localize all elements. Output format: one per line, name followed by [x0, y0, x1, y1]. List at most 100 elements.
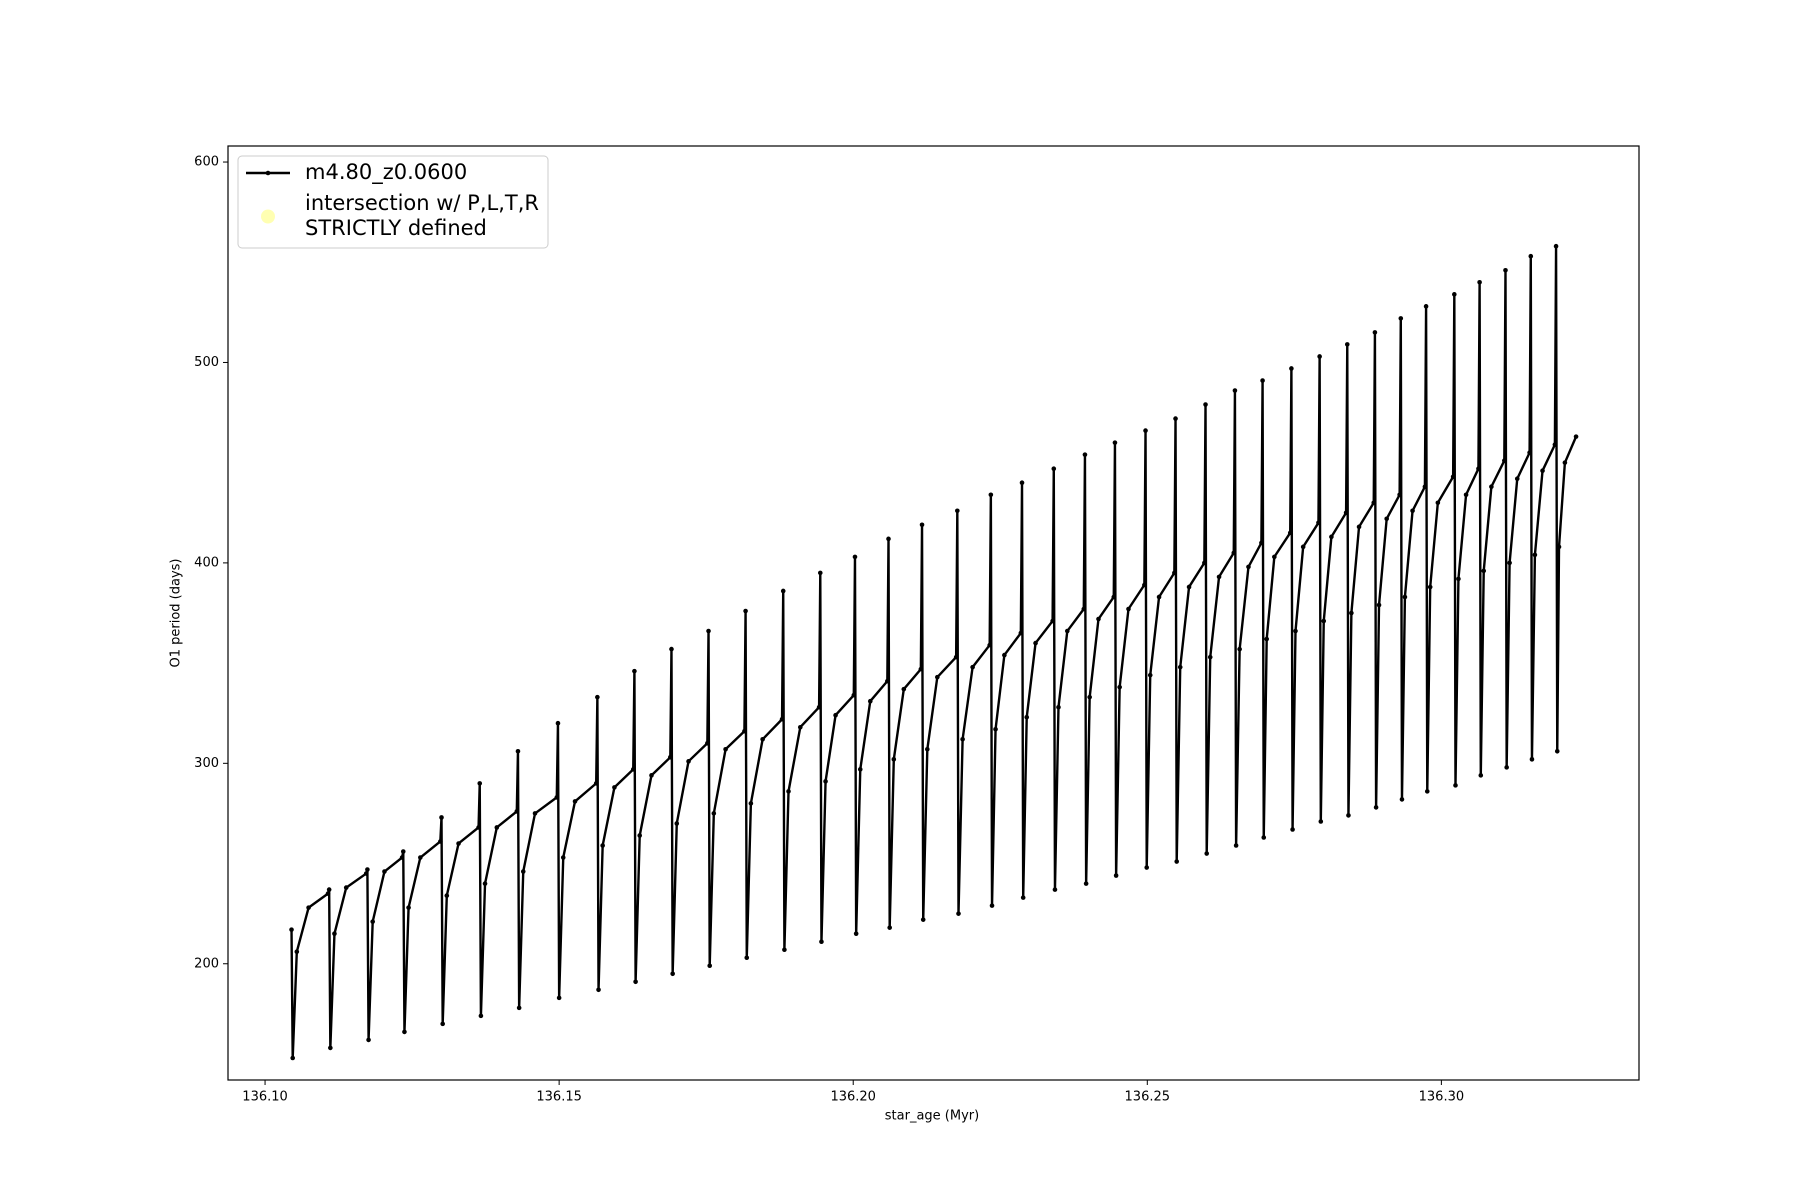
data-point — [1507, 560, 1512, 566]
data-point — [786, 789, 791, 794]
data-point — [560, 855, 566, 860]
data-point — [670, 971, 675, 977]
data-point — [1126, 606, 1131, 612]
data-point — [1177, 664, 1183, 670]
data-point — [476, 825, 481, 830]
data-point — [1147, 672, 1153, 678]
data-point — [1478, 773, 1484, 778]
data-point — [918, 666, 924, 672]
data-point — [1246, 564, 1251, 570]
data-point — [406, 905, 411, 910]
data-point — [1373, 805, 1379, 810]
legend-marker — [261, 209, 275, 224]
data-point — [1528, 253, 1534, 259]
y-axis-label: O1 period (days) — [169, 558, 184, 667]
data-point — [1346, 813, 1351, 818]
data-point — [1476, 466, 1481, 471]
axes-frame — [227, 145, 1640, 1081]
data-point — [1435, 500, 1441, 506]
data-point — [596, 987, 601, 993]
data-point — [816, 704, 822, 710]
data-point — [1083, 881, 1089, 886]
data-point — [1216, 574, 1222, 580]
legend-label: m4.80_z0.0600 — [305, 160, 467, 185]
data-point — [1289, 366, 1294, 371]
data-point — [1259, 540, 1264, 546]
data-point — [1427, 584, 1433, 590]
data-point — [1452, 292, 1457, 297]
data-point — [366, 1037, 371, 1043]
data-point — [325, 891, 331, 896]
data-point — [1020, 895, 1026, 900]
data-point — [1402, 594, 1408, 600]
data-point — [851, 692, 857, 698]
data-point — [1143, 428, 1148, 433]
data-point — [1552, 442, 1558, 447]
data-point — [532, 811, 538, 816]
data-point — [901, 686, 907, 692]
data-point — [1489, 484, 1494, 490]
data-point — [402, 1029, 407, 1035]
data-point — [686, 759, 691, 764]
data-point — [852, 554, 858, 560]
data-point — [572, 799, 578, 804]
y-tick-label: 300 — [194, 756, 219, 771]
data-point — [989, 903, 995, 908]
data-point — [370, 919, 375, 924]
data-point — [1554, 748, 1560, 754]
data-point — [988, 492, 994, 498]
data-point — [1186, 584, 1192, 590]
y-tick-label: 500 — [194, 355, 219, 370]
data-point — [1371, 500, 1377, 506]
data-point — [632, 668, 637, 674]
data-point — [885, 678, 890, 684]
legend-label-line: intersection w/ P,L,T,R — [305, 191, 539, 215]
legend-marker — [265, 170, 271, 176]
data-point — [1477, 279, 1482, 285]
data-point — [1503, 267, 1508, 273]
data-point — [477, 781, 483, 786]
data-point — [1112, 440, 1118, 445]
x-axis-label: star_age (Myr) — [885, 1109, 979, 1124]
y-tick-label: 600 — [194, 155, 219, 170]
data-point — [1052, 887, 1058, 892]
data-point — [1113, 873, 1119, 878]
data-point — [1203, 402, 1208, 407]
data-point — [1344, 342, 1350, 347]
data-point — [1065, 628, 1070, 634]
data-point — [1316, 520, 1321, 526]
data-point — [1019, 480, 1025, 486]
data-point — [970, 664, 975, 670]
data-point — [1082, 452, 1088, 457]
data-point — [600, 843, 605, 848]
data-point — [439, 815, 444, 820]
data-point — [612, 785, 617, 790]
data-point — [1272, 554, 1277, 560]
data-point — [1481, 568, 1487, 574]
data-point — [306, 905, 311, 910]
data-point — [955, 508, 960, 514]
data-point — [363, 871, 369, 876]
data-point — [748, 801, 754, 806]
data-point — [1321, 618, 1327, 624]
data-point — [1399, 797, 1405, 802]
data-point — [593, 781, 599, 786]
data-point — [1293, 628, 1298, 634]
data-point — [1356, 524, 1362, 530]
x-tick-label: 136.15 — [536, 1090, 582, 1105]
data-point — [418, 855, 423, 860]
data-point — [494, 825, 500, 830]
legend-label-line: STRICTLY defined — [305, 216, 487, 240]
data-point — [760, 736, 765, 742]
y-tick-label: 400 — [194, 555, 219, 570]
data-point — [817, 570, 823, 576]
x-tick-label: 136.25 — [1125, 1090, 1171, 1105]
data-point — [1290, 827, 1295, 832]
data-point — [514, 809, 520, 814]
data-point — [1261, 835, 1267, 840]
data-point — [630, 767, 636, 772]
data-point — [1529, 757, 1535, 762]
data-point — [556, 995, 562, 1001]
data-point — [515, 748, 521, 754]
data-point — [365, 867, 370, 872]
